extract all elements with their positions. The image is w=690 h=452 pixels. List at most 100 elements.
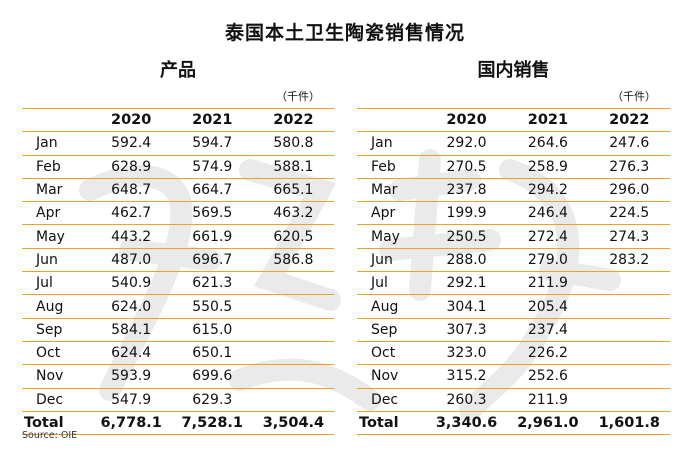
table-row: Mar 237.8 294.2 296.0 <box>357 178 670 203</box>
value-cell <box>588 388 670 412</box>
table-row: Jul 540.9 621.3 <box>22 271 334 296</box>
table-row: May 443.2 661.9 620.5 <box>22 224 334 249</box>
domestic-sales-table: 2020 2021 2022 Jan 292.0 264.6 247.6 Feb 270.… <box>357 108 670 436</box>
table-row: Dec 547.9 629.3 <box>22 388 334 412</box>
table-row: Jun 288.0 279.0 283.2 <box>357 248 670 273</box>
table-row: Sep 584.1 615.0 <box>22 318 334 342</box>
value-cell: 696.7 <box>171 248 253 273</box>
value-cell: 3,340.6 <box>425 411 508 436</box>
month-cell: Nov <box>22 364 91 389</box>
table-row: May 250.5 272.4 274.3 <box>357 224 670 249</box>
value-cell: 296.0 <box>588 178 670 203</box>
value-cell: 323.0 <box>425 341 508 366</box>
value-cell: 584.1 <box>90 318 172 342</box>
value-cell: 304.1 <box>425 294 508 319</box>
value-cell <box>252 318 334 342</box>
value-cell: 593.9 <box>90 364 172 389</box>
value-cell: 292.0 <box>425 131 508 156</box>
value-cell <box>252 364 334 389</box>
month-cell: Oct <box>357 341 426 366</box>
table-row: Jul 292.1 211.9 <box>357 271 670 296</box>
table-row: Oct 323.0 226.2 <box>357 341 670 366</box>
column-header: 2020 <box>425 108 508 133</box>
value-cell: 620.5 <box>252 224 334 249</box>
month-cell: Dec <box>357 388 426 412</box>
value-cell: 205.4 <box>507 294 589 319</box>
value-cell <box>588 318 670 342</box>
month-cell: Oct <box>22 341 91 366</box>
value-cell: 247.6 <box>588 131 670 156</box>
domestic-sales-heading: 国内销售 <box>477 60 550 81</box>
table-header-row: 2020 2021 2022 <box>357 108 670 133</box>
value-cell: 315.2 <box>425 364 508 389</box>
value-cell: 661.9 <box>171 224 253 249</box>
value-cell: 211.9 <box>507 388 589 412</box>
value-cell: 283.2 <box>588 248 670 273</box>
table-row: Nov 315.2 252.6 <box>357 364 670 389</box>
domestic-sales-panel: 国内销售 （千件） 2020 2021 2022 Jan 292.0 264.6 24… <box>357 56 670 436</box>
month-cell: Mar <box>22 178 91 203</box>
month-cell: Total <box>357 411 426 436</box>
month-cell: May <box>357 224 426 249</box>
value-cell: 592.4 <box>90 131 172 156</box>
table-row: Apr 199.9 246.4 224.5 <box>357 201 670 226</box>
value-cell: 665.1 <box>252 178 334 203</box>
column-header: 2021 <box>171 108 253 133</box>
month-cell: Total <box>22 411 91 436</box>
month-cell: Apr <box>357 201 426 226</box>
value-cell: 588.1 <box>252 155 334 179</box>
month-cell: Feb <box>357 155 426 179</box>
unit-label: （千件） <box>612 90 656 103</box>
table-row: Dec 260.3 211.9 <box>357 388 670 412</box>
value-cell: 224.5 <box>588 201 670 226</box>
value-cell: 594.7 <box>171 131 253 156</box>
value-cell: 272.4 <box>507 224 589 249</box>
month-cell: Jul <box>22 271 91 296</box>
value-cell: 237.8 <box>425 178 508 203</box>
total-row: Total 3,340.6 2,961.0 1,601.8 <box>357 411 670 436</box>
value-cell <box>588 341 670 366</box>
month-cell: Jan <box>22 131 91 156</box>
value-cell: 540.9 <box>90 271 172 296</box>
value-cell: 569.5 <box>171 201 253 226</box>
value-cell: 250.5 <box>425 224 508 249</box>
page-title: 泰国本土卫生陶瓷销售情况 <box>224 22 465 44</box>
table-row: Oct 624.4 650.1 <box>22 341 334 366</box>
value-cell: 664.7 <box>171 178 253 203</box>
value-cell: 443.2 <box>90 224 172 249</box>
production-heading: 产品 <box>160 60 196 81</box>
value-cell: 550.5 <box>171 294 253 319</box>
value-cell: 279.0 <box>507 248 589 273</box>
value-cell: 294.2 <box>507 178 589 203</box>
value-cell: 292.1 <box>425 271 508 296</box>
column-header: 2022 <box>588 108 670 133</box>
value-cell: 547.9 <box>90 388 172 412</box>
value-cell: 586.8 <box>252 248 334 273</box>
month-cell: Apr <box>22 201 91 226</box>
value-cell <box>252 388 334 412</box>
value-cell: 462.7 <box>90 201 172 226</box>
month-cell: Sep <box>22 318 91 342</box>
table-row: Sep 307.3 237.4 <box>357 318 670 342</box>
column-header <box>357 108 426 133</box>
column-header <box>22 108 91 133</box>
value-cell <box>588 364 670 389</box>
value-cell <box>252 271 334 296</box>
value-cell: 211.9 <box>507 271 589 296</box>
value-cell: 624.4 <box>90 341 172 366</box>
source-note: Source: OIE <box>22 430 78 441</box>
month-cell: Jun <box>22 248 91 273</box>
value-cell: 487.0 <box>90 248 172 273</box>
table-row: Mar 648.7 664.7 665.1 <box>22 178 334 203</box>
value-cell: 629.3 <box>171 388 253 412</box>
production-table-body: Jan 592.4 594.7 580.8 Feb 628.9 574.9 588.1 Mar 6… <box>22 131 334 436</box>
value-cell <box>252 341 334 366</box>
value-cell: 2,961.0 <box>507 411 589 436</box>
month-cell: Aug <box>357 294 426 319</box>
month-cell: Jul <box>357 271 426 296</box>
value-cell: 624.0 <box>90 294 172 319</box>
production-panel: 产品 （千件） 2020 2021 2022 Jan 592.4 594.7 580.… <box>22 56 334 436</box>
value-cell: 574.9 <box>171 155 253 179</box>
column-header: 2022 <box>252 108 334 133</box>
month-cell: Aug <box>22 294 91 319</box>
